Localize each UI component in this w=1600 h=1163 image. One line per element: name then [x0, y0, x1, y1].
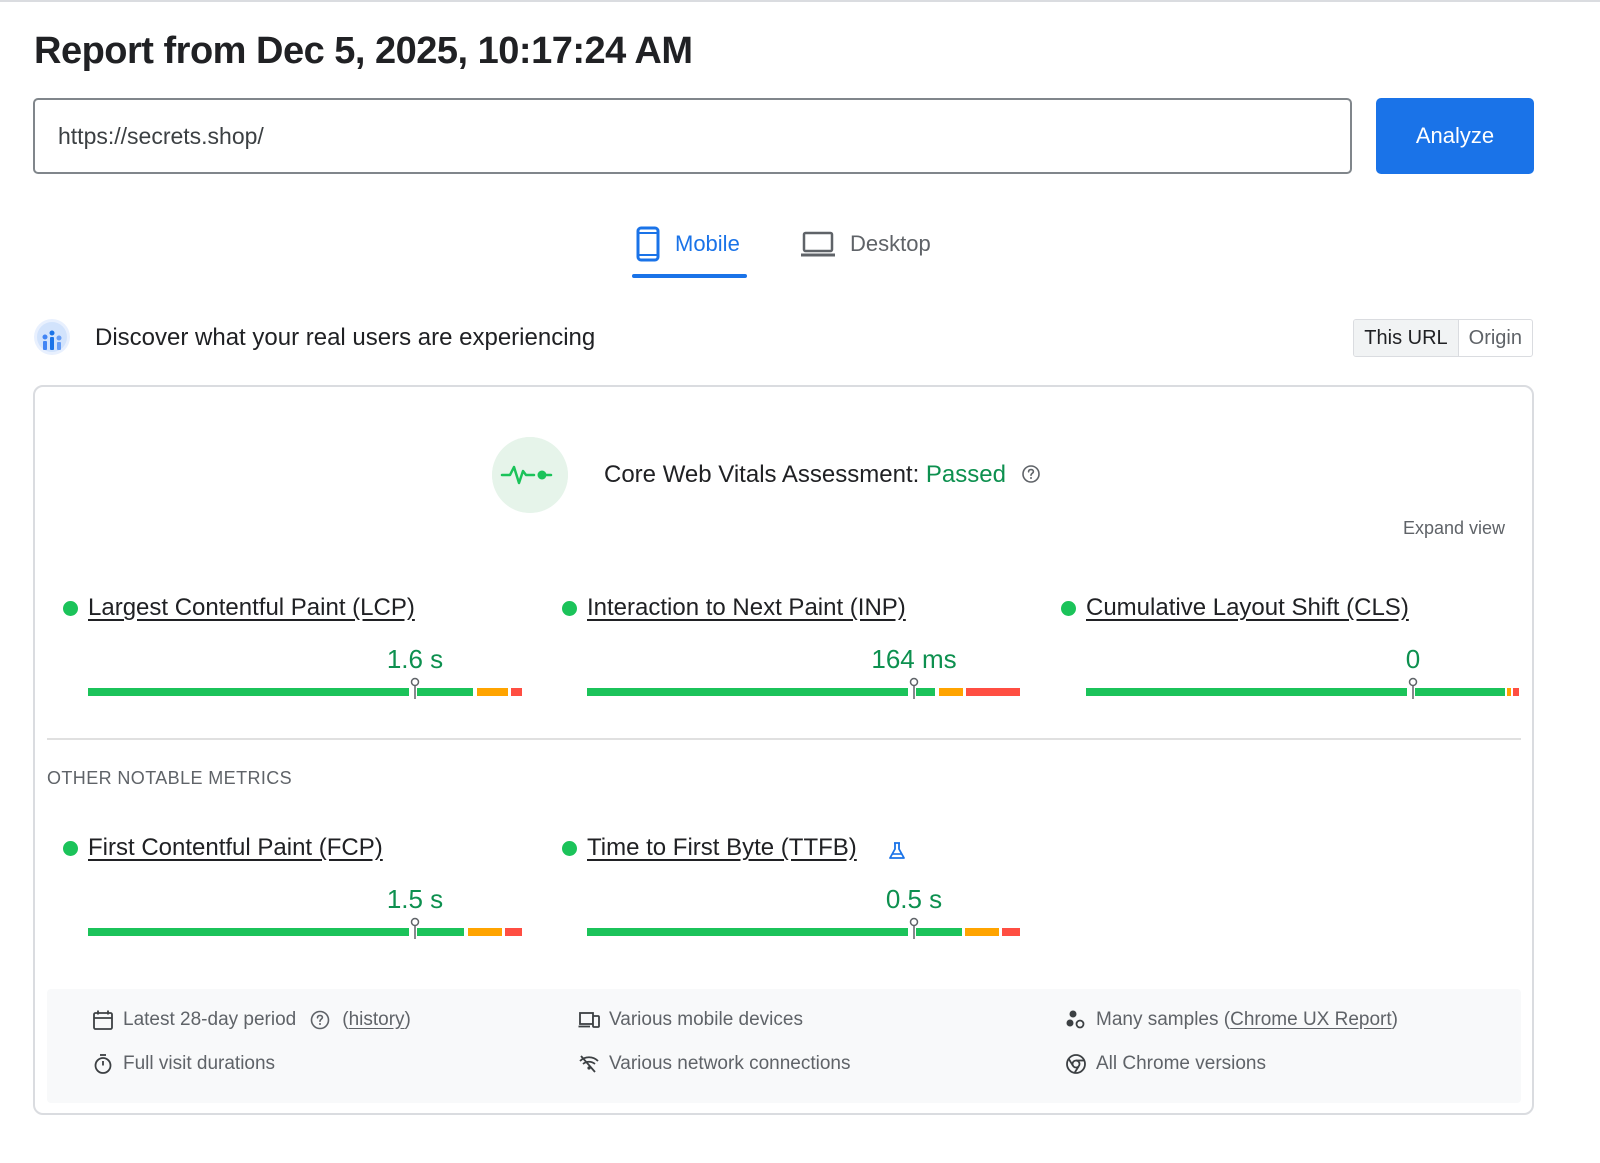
timer-icon [94, 1054, 112, 1074]
status-dot [562, 841, 577, 856]
top-divider [0, 0, 1600, 2]
experimental-flask-icon [889, 842, 905, 859]
metric-cls: Cumulative Layout Shift (CLS) 0 [1033, 591, 1519, 701]
versions-info: All Chrome versions [1065, 1053, 1266, 1075]
percentile-marker [1408, 677, 1418, 699]
metric-fcp-name[interactable]: First Contentful Paint (FCP) [88, 834, 383, 861]
url-input[interactable] [33, 98, 1352, 174]
metric-inp: Interaction to Next Paint (INP) 164 ms [534, 591, 1020, 701]
metric-ttfb-link[interactable]: Time to First Byte (TTFB) [587, 834, 857, 861]
tab-mobile-label: Mobile [675, 231, 740, 256]
cwv-assessment-label: Core Web Vitals Assessment: [604, 461, 920, 488]
chrome-ux-report-link[interactable]: Chrome UX Report [1230, 1009, 1392, 1030]
calendar-icon [93, 1010, 113, 1030]
metric-lcp-name[interactable]: Largest Contentful Paint (LCP) [88, 594, 415, 621]
samples-suffix: ) [1391, 1009, 1398, 1030]
metric-ttfb-value: 0.5 s [885, 884, 943, 914]
percentile-marker [909, 917, 919, 939]
origin-toggle[interactable]: Origin [1468, 327, 1522, 349]
status-dot [63, 841, 78, 856]
this-url-toggle[interactable]: This URL [1354, 320, 1459, 356]
metric-inp-value: 164 ms [871, 644, 957, 674]
samples-label: Many samples (Chrome UX Report) [1096, 1009, 1398, 1031]
metric-ttfb: Time to First Byte (TTFB) 0.5 s [534, 831, 1020, 941]
devices-icon [578, 1012, 600, 1028]
samples-prefix: Many samples ( [1096, 1009, 1231, 1030]
device-tabs: Mobile Desktop [0, 210, 1600, 280]
network-label: Various network connections [609, 1053, 851, 1074]
metric-lcp-value: 1.6 s [386, 644, 444, 674]
metric-fcp-value: 1.5 s [386, 884, 444, 914]
metric-fcp: First Contentful Paint (FCP) 1.5 s [35, 831, 522, 941]
page-title: Report from Dec 5, 2025, 10:17:24 AM [34, 30, 693, 72]
percentile-marker [410, 677, 420, 699]
help-icon[interactable] [309, 1009, 331, 1031]
tab-mobile[interactable]: Mobile [632, 210, 748, 278]
chrome-icon [1066, 1054, 1086, 1074]
data-info-footer: Latest 28-day period (history) Full visi… [47, 989, 1521, 1103]
history-link[interactable]: history [348, 1009, 405, 1030]
durations-info: Full visit durations [92, 1053, 275, 1075]
help-icon[interactable] [1021, 464, 1041, 484]
crux-title: Discover what your real users are experi… [95, 324, 596, 351]
status-dot [1061, 601, 1076, 616]
history-link-wrapper: (history) [342, 1009, 411, 1030]
laptop-icon [801, 231, 835, 257]
percentile-marker [410, 917, 420, 939]
percentile-marker [909, 677, 919, 699]
url-origin-toggle: This URL Origin [1353, 319, 1533, 357]
tab-desktop-label: Desktop [850, 231, 931, 256]
active-tab-indicator [632, 274, 747, 278]
metric-inp-name[interactable]: Interaction to Next Paint (INP) [587, 594, 906, 621]
period-info: Latest 28-day period (history) [92, 1009, 411, 1031]
metric-lcp: Largest Contentful Paint (LCP) 1.6 s [35, 591, 522, 701]
samples-dots-icon [1066, 1010, 1085, 1029]
cwv-assessment-status: Passed [925, 461, 1006, 488]
network-signal-icon [579, 1055, 599, 1073]
crux-logo-icon [34, 319, 70, 355]
period-label: Latest 28-day period [123, 1009, 297, 1030]
status-dot [562, 601, 577, 616]
metric-cls-value: 0 [1405, 644, 1421, 674]
expand-view-link[interactable]: Expand view [1402, 518, 1505, 538]
devices-label: Various mobile devices [609, 1009, 803, 1030]
cwv-assessment: Core Web Vitals Assessment: Passed [604, 461, 1041, 489]
metric-ttfb-name: Time to First Byte (TTFB) [587, 834, 857, 862]
other-metrics-title: OTHER NOTABLE METRICS [47, 768, 293, 788]
vitals-pulse-icon [492, 437, 568, 513]
metric-cls-name[interactable]: Cumulative Layout Shift (CLS) [1086, 594, 1409, 621]
versions-label: All Chrome versions [1096, 1053, 1266, 1074]
devices-info: Various mobile devices [578, 1009, 803, 1031]
tab-desktop[interactable]: Desktop [800, 210, 950, 278]
samples-info: Many samples (Chrome UX Report) [1065, 1009, 1398, 1031]
crux-section-header: Discover what your real users are experi… [33, 318, 1533, 358]
section-divider [47, 738, 1521, 740]
analyze-button[interactable]: Analyze [1376, 98, 1534, 174]
status-dot [63, 601, 78, 616]
durations-label: Full visit durations [123, 1053, 276, 1074]
phone-icon [636, 226, 660, 262]
network-info: Various network connections [578, 1053, 851, 1075]
field-data-card: Core Web Vitals Assessment: Passed Expan… [33, 385, 1534, 1115]
